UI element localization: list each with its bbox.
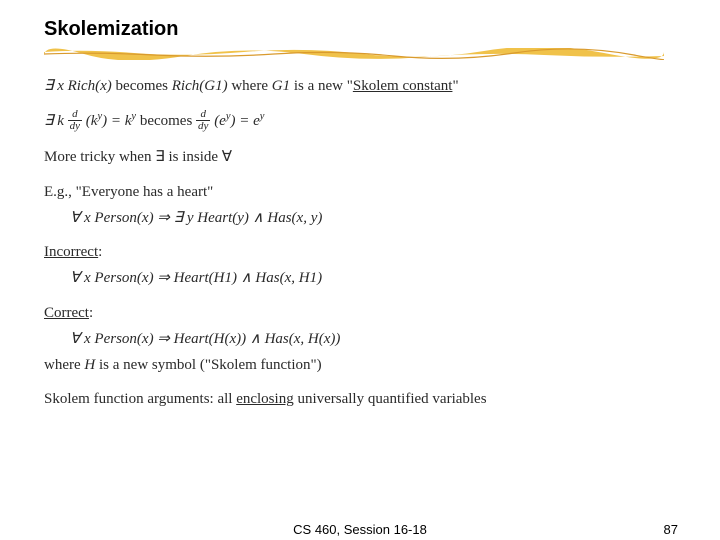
line-4: E.g., "Everyone has a heart" (44, 182, 684, 202)
l2-e: (e (210, 113, 225, 129)
footer-session: CS 460, Session 16-18 (293, 522, 427, 537)
l1-formula-c: Rich(G1) (168, 78, 231, 94)
incorrect-label: Incorrect (44, 244, 98, 260)
line-9: ∀ x Person(x) ⇒ Heart(H(x)) ∧ Has(x, H(x… (44, 329, 684, 349)
l1-text-b: becomes (116, 78, 168, 94)
l10-a: where (44, 357, 84, 373)
line-8: Correct: (44, 303, 684, 323)
l2-b: (k (82, 113, 97, 129)
title-underline (44, 48, 664, 60)
line-11: Skolem function arguments: all enclosing… (44, 389, 684, 409)
slide-body: ∃ x Rich(x) becomes Rich(G1) where G1 is… (44, 76, 684, 416)
l2-frac2: ddy (196, 109, 210, 132)
line-6: Incorrect: (44, 242, 684, 262)
l2-frac1: ddy (68, 109, 82, 132)
l1-text-d: where (231, 78, 268, 94)
slide-title: Skolemization (44, 18, 178, 40)
footer-page-number: 87 (664, 522, 678, 537)
l11-c: universally quantified variables (294, 391, 487, 407)
l2-becomes: becomes (136, 113, 196, 129)
l11-a: Skolem function arguments: all (44, 391, 236, 407)
correct-label: Correct (44, 305, 89, 321)
line-5: ∀ x Person(x) ⇒ ∃ y Heart(y) ∧ Has(x, y) (44, 208, 684, 228)
line-7: ∀ x Person(x) ⇒ Heart(H1) ∧ Has(x, H1) (44, 268, 684, 288)
frac-den-1: dy (68, 121, 82, 132)
line-3: More tricky when ∃ is inside ∀ (44, 147, 684, 167)
l1-text-h: " (452, 78, 458, 94)
l10-c: is a new symbol ("Skolem function") (95, 357, 321, 373)
l10-H: H (84, 357, 95, 373)
line-1: ∃ x Rich(x) becomes Rich(G1) where G1 is… (44, 76, 684, 96)
l2-sup4: y (260, 111, 265, 122)
l2-c: ) = k (102, 113, 131, 129)
l1-skolem-constant: Skolem constant (353, 78, 453, 94)
l11-enclosing: enclosing (236, 391, 294, 407)
l2-f: ) = e (231, 113, 260, 129)
line-2: ∃ k ddy (ky) = ky becomes ddy (ey) = ey (44, 110, 684, 133)
frac-den-2: dy (196, 121, 210, 132)
l2-exists: ∃ k (44, 113, 68, 129)
l1-text-f: is a new " (294, 78, 353, 94)
l1-formula-a: ∃ x Rich(x) (44, 78, 116, 94)
l1-formula-e: G1 (268, 78, 294, 94)
line-10: where H is a new symbol ("Skolem functio… (44, 355, 684, 375)
